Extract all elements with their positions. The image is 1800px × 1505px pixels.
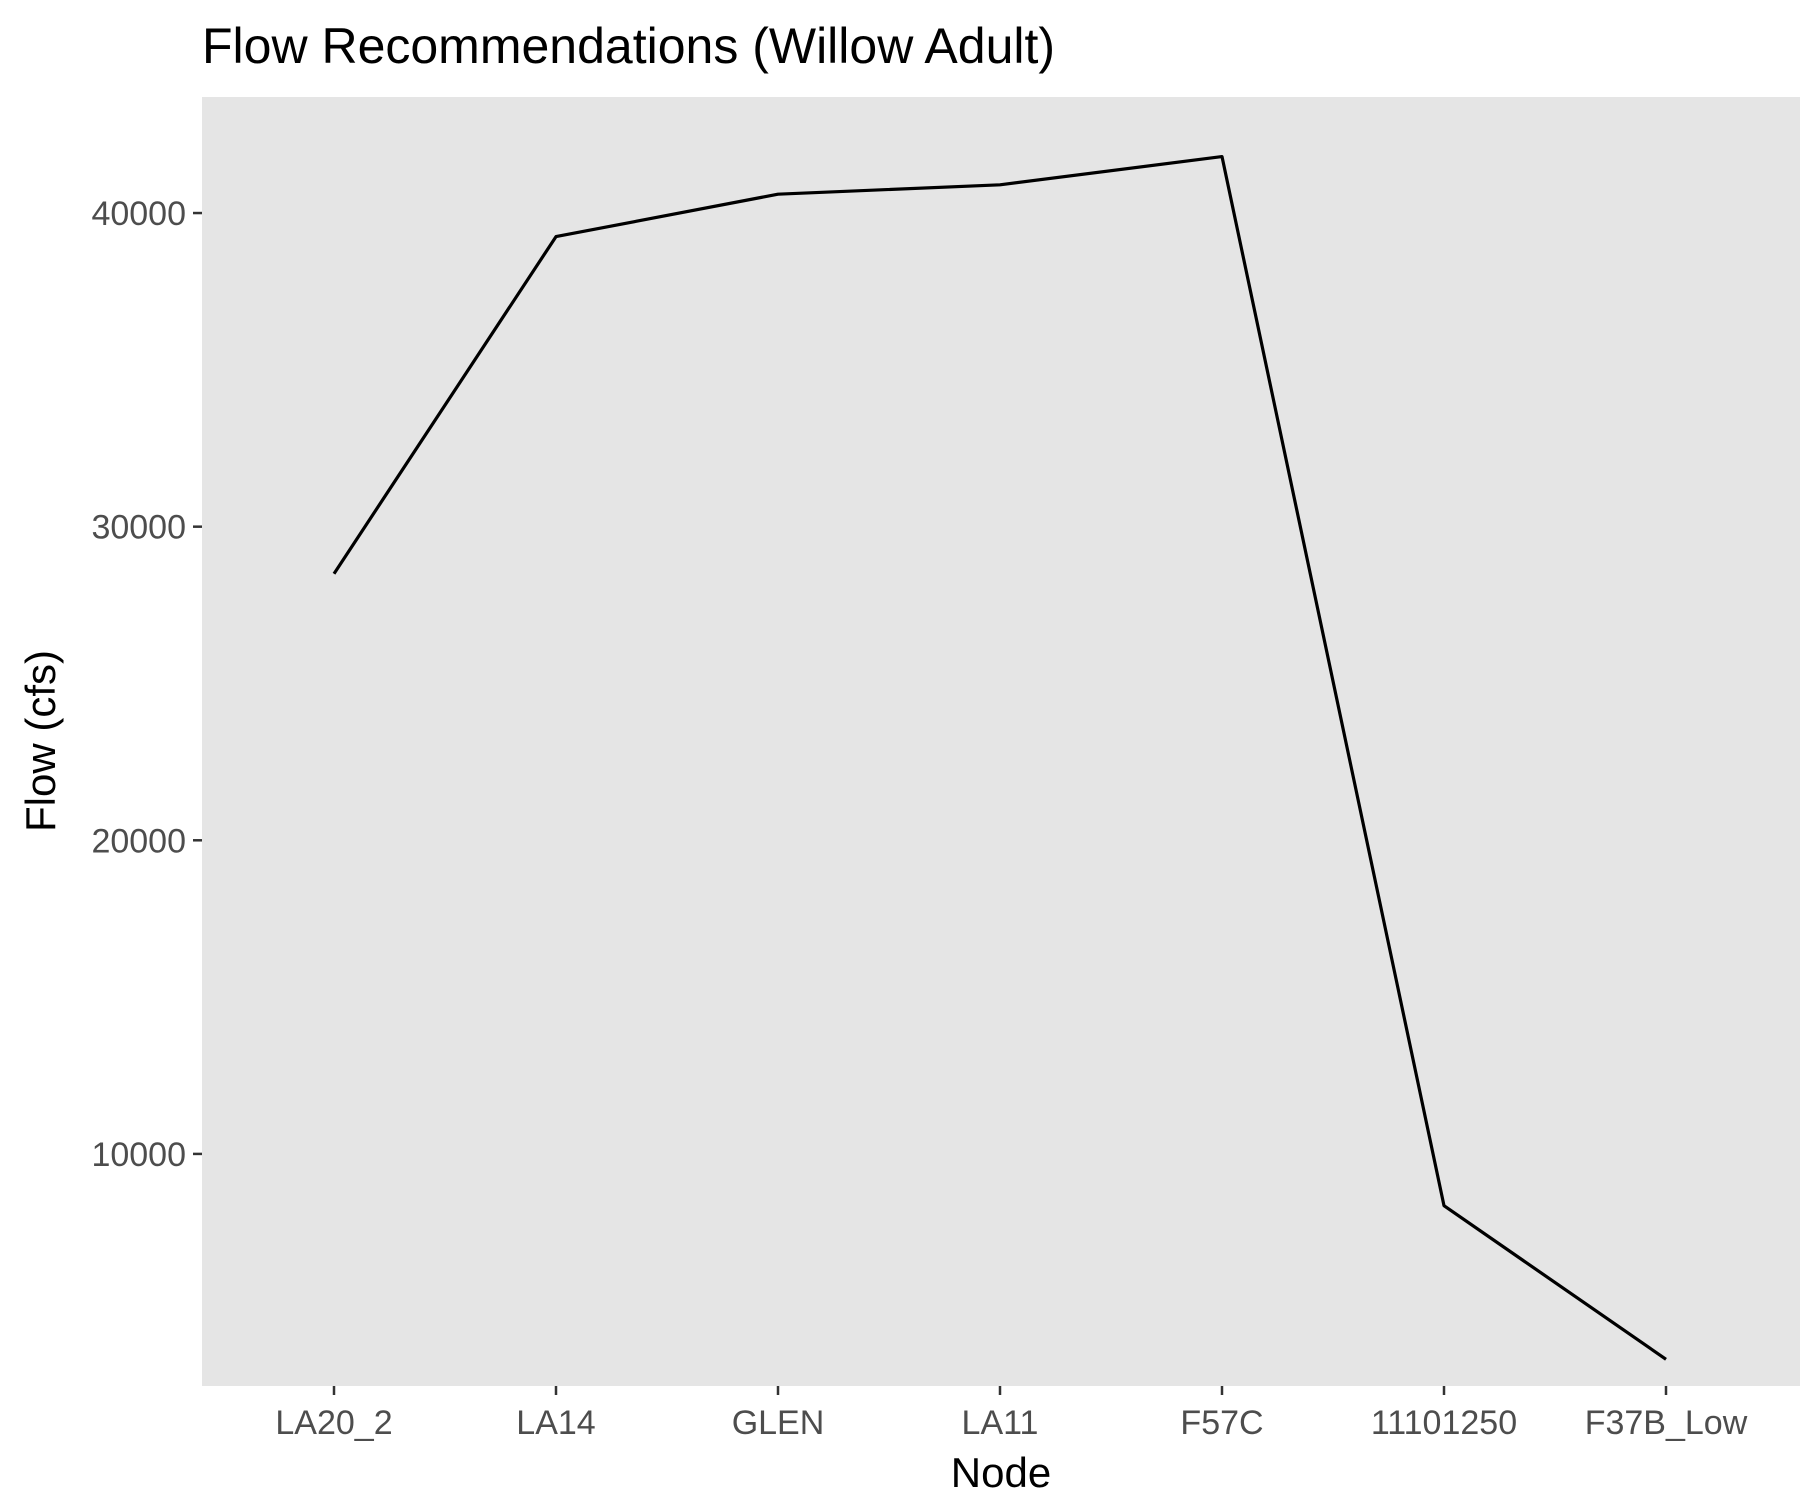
data-point — [556, 236, 557, 237]
chart-title: Flow Recommendations (Willow Adult) — [202, 18, 1055, 74]
data-point — [334, 573, 335, 574]
x-axis-title: Node — [951, 1449, 1051, 1496]
data-point — [1666, 1359, 1667, 1360]
y-axis: 10000 20000 30000 40000 — [91, 195, 202, 1174]
y-tick-label: 10000 — [91, 1136, 186, 1174]
data-point — [1000, 184, 1001, 185]
series-line — [332, 155, 1667, 1361]
series-layer — [332, 155, 1667, 1361]
x-tick-label: LA11 — [962, 1404, 1039, 1442]
x-tick-label: F37B_Low — [1585, 1404, 1748, 1442]
x-tick-label: LA20_2 — [275, 1404, 392, 1442]
x-tick-label: LA14 — [516, 1404, 595, 1442]
data-point — [1444, 1205, 1445, 1206]
x-tick-label: 11101250 — [1371, 1404, 1517, 1442]
x-tick-label: GLEN — [732, 1404, 825, 1442]
y-axis-title: Flow (cfs) — [17, 650, 64, 832]
y-tick-label: 40000 — [91, 195, 186, 233]
y-tick-label: 20000 — [91, 822, 186, 860]
data-point — [1222, 156, 1223, 157]
data-point — [778, 194, 779, 195]
plot-panel — [202, 97, 1800, 1386]
x-tick-label: F57C — [1180, 1404, 1263, 1442]
x-axis: LA20_2 LA14 GLEN LA11 F57C 11101250 F37B_Low — [275, 1386, 1748, 1442]
y-tick-label: 30000 — [91, 509, 186, 547]
